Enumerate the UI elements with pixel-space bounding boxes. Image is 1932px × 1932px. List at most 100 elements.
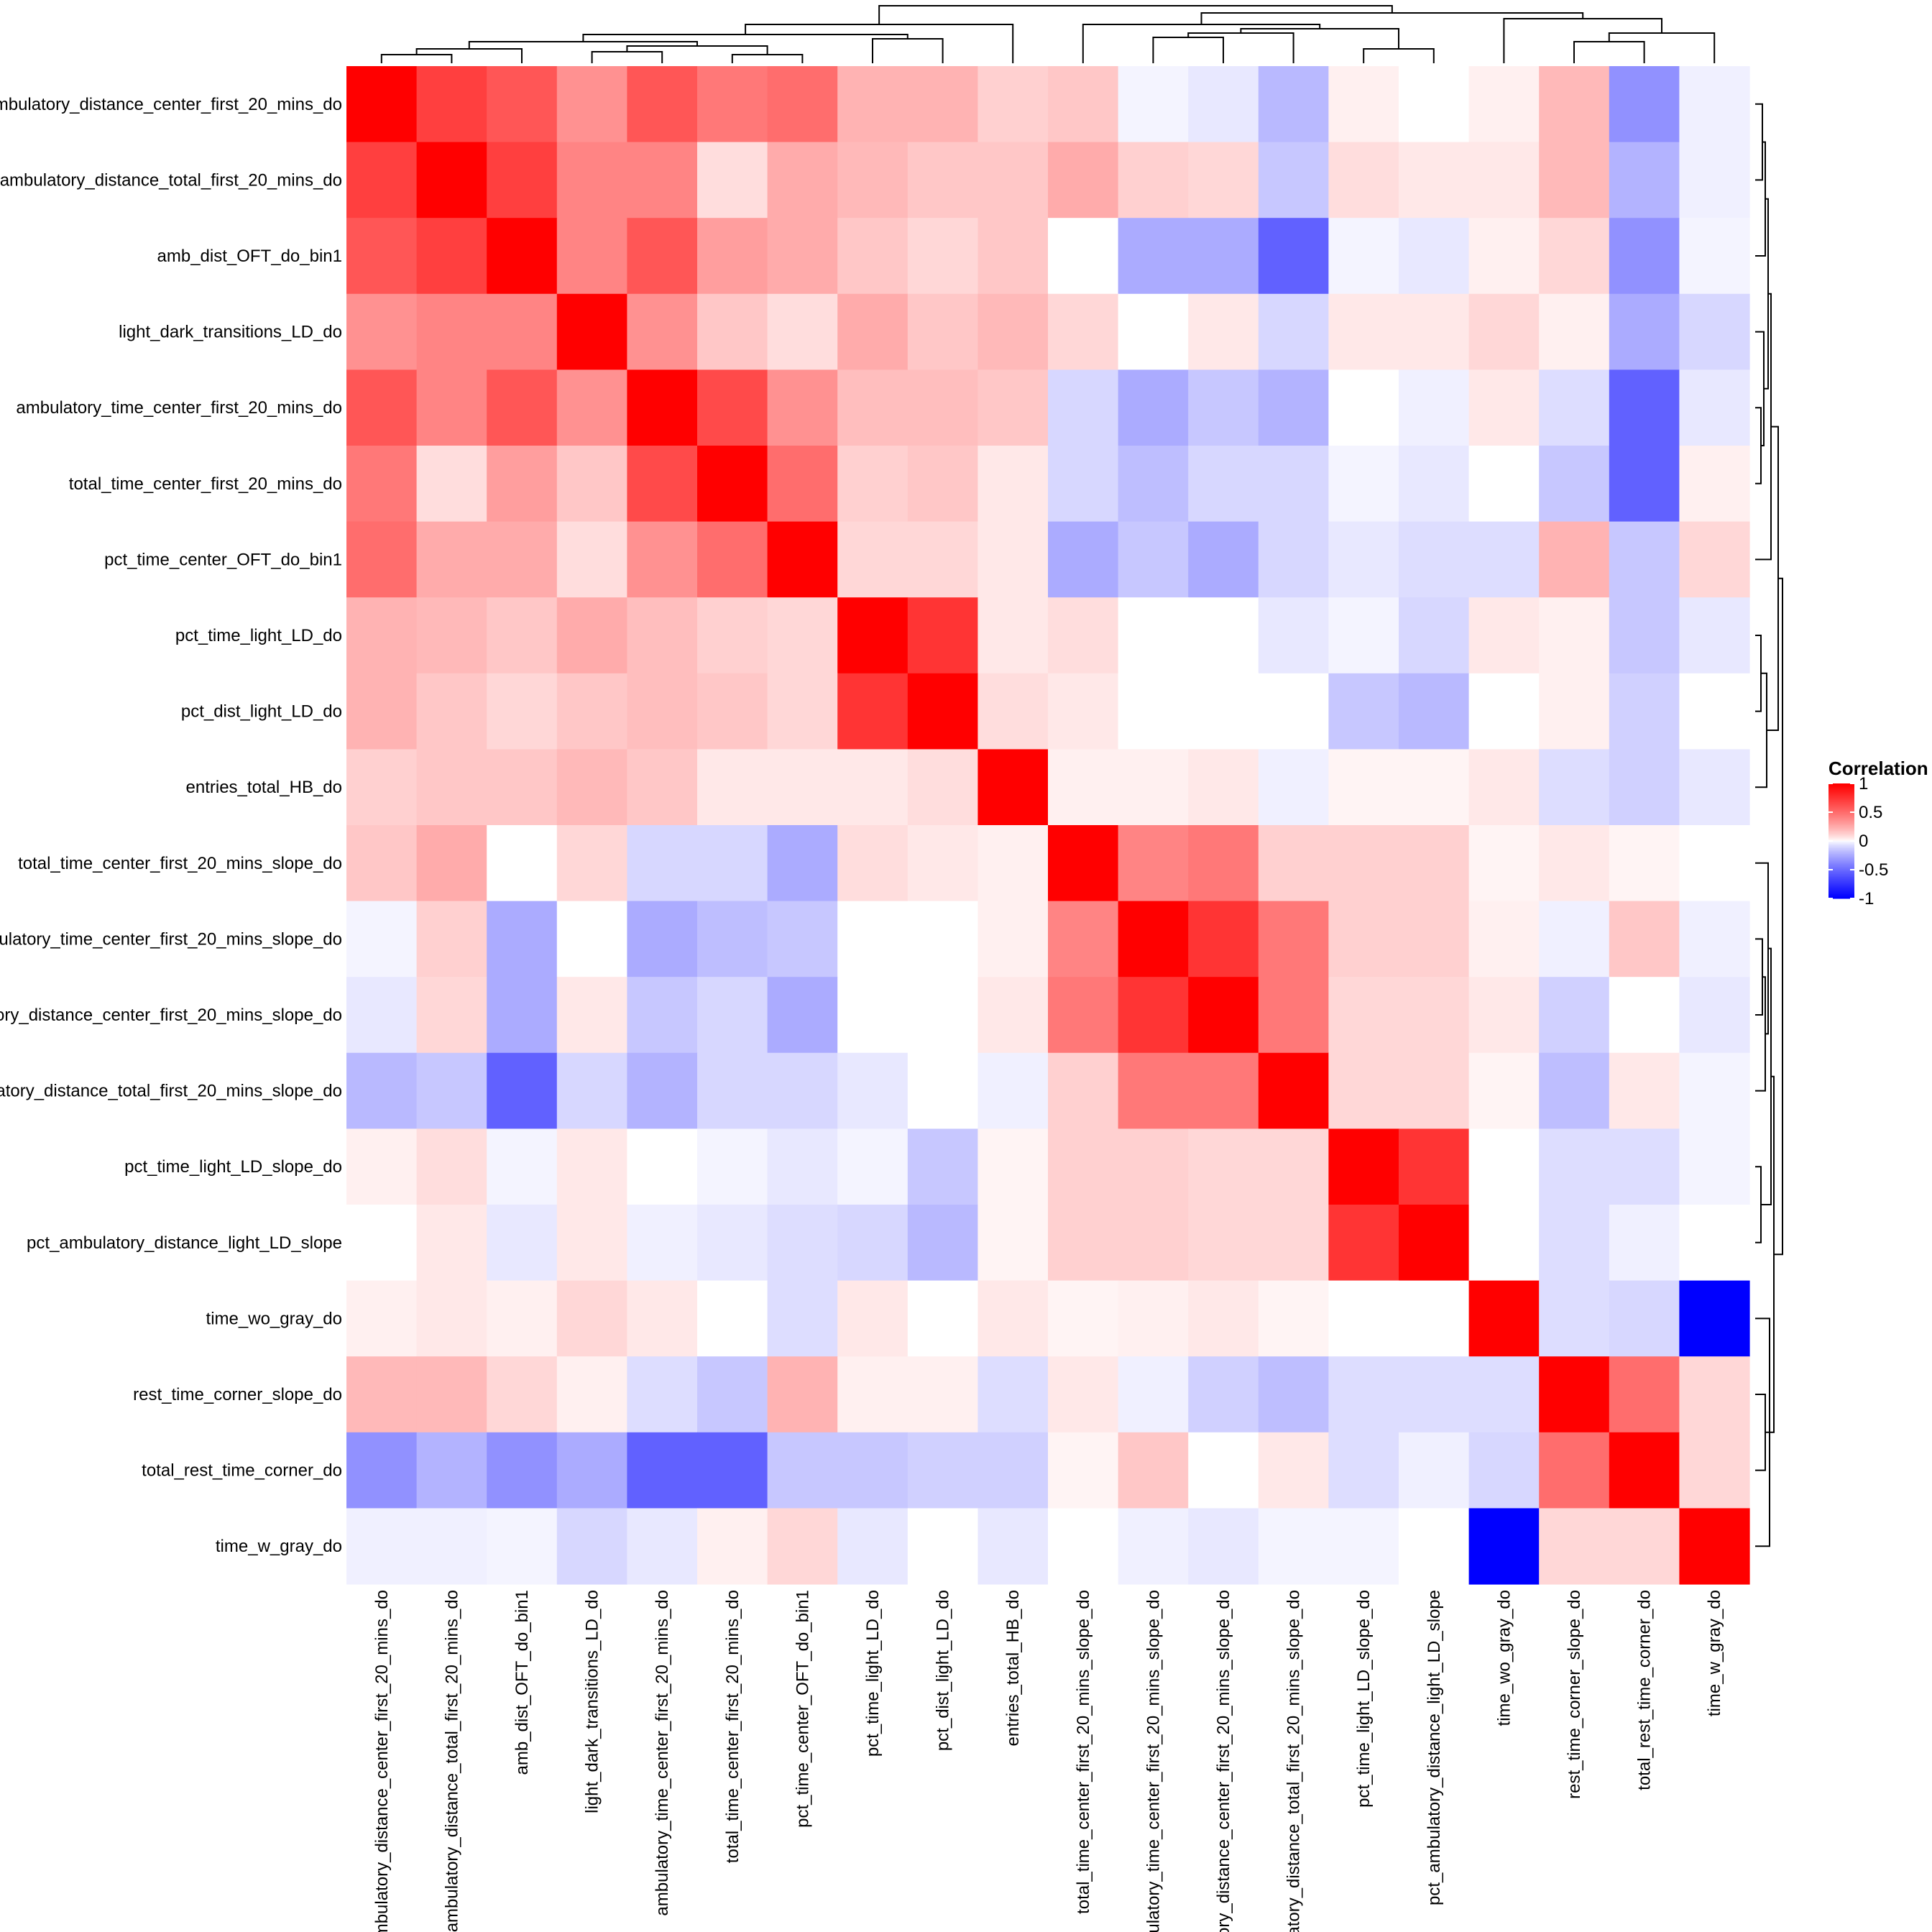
heatmap-cell xyxy=(1539,369,1610,446)
heatmap-cell xyxy=(416,446,487,523)
column-label: time_w_gray_do xyxy=(1705,1590,1724,1716)
heatmap-cell xyxy=(1188,1508,1259,1585)
heatmap-cell xyxy=(416,673,487,750)
heatmap-cell xyxy=(1048,977,1119,1054)
heatmap-cell xyxy=(767,977,838,1054)
row-label: pct_dist_light_LD_do xyxy=(181,702,342,722)
dendrogram-branch xyxy=(1573,41,1645,63)
heatmap-cell xyxy=(978,901,1049,978)
column-label: ambulatory_distance_total_first_20_mins_… xyxy=(1284,1590,1304,1932)
heatmap-cell xyxy=(1468,1052,1540,1129)
heatmap-cell xyxy=(556,1052,627,1129)
legend-gradient-step xyxy=(1828,791,1854,793)
dendrogram-branch xyxy=(1755,1166,1762,1243)
legend-gradient-step xyxy=(1828,788,1854,790)
heatmap-cell xyxy=(627,369,698,446)
heatmap-cell xyxy=(1328,673,1399,750)
heatmap-cell xyxy=(627,1128,698,1205)
heatmap-cell xyxy=(1609,825,1680,902)
heatmap-cell xyxy=(978,369,1049,446)
legend-gradient-step xyxy=(1828,865,1854,868)
heatmap-cell xyxy=(556,977,627,1054)
heatmap-cell xyxy=(1188,673,1259,750)
heatmap-cell xyxy=(1328,218,1399,295)
heatmap-cell xyxy=(1399,901,1470,978)
column-label: pct_ambulatory_distance_light_LD_slope xyxy=(1425,1590,1444,1905)
column-label: pct_dist_light_LD_do xyxy=(934,1590,953,1751)
heatmap-cell xyxy=(907,1052,978,1129)
heatmap-cell xyxy=(1539,825,1610,902)
heatmap-cell xyxy=(1679,1356,1750,1433)
heatmap-cell xyxy=(697,1128,768,1205)
heatmap-cell xyxy=(346,749,418,826)
heatmap-cell xyxy=(416,1432,487,1509)
heatmap-cell xyxy=(556,673,627,750)
heatmap-cell xyxy=(697,673,768,750)
heatmap-cell xyxy=(416,369,487,446)
heatmap-cell xyxy=(1258,1432,1329,1509)
column-label: ambulatory_distance_total_first_20_mins_… xyxy=(442,1590,461,1932)
heatmap-cell xyxy=(837,142,908,218)
heatmap-cell xyxy=(697,446,768,523)
legend-gradient-step xyxy=(1828,819,1854,822)
heatmap-cell xyxy=(627,673,698,750)
heatmap-cell xyxy=(1188,1356,1259,1433)
heatmap-cell xyxy=(487,1508,558,1585)
legend-gradient-step xyxy=(1828,864,1854,866)
heatmap-cell xyxy=(1328,977,1399,1054)
legend-gradient-step xyxy=(1828,878,1854,880)
row-label: time_wo_gray_do xyxy=(206,1309,342,1328)
heatmap-cell xyxy=(1609,1052,1680,1129)
heatmap-cell xyxy=(907,293,978,370)
heatmap-cell xyxy=(1679,446,1750,523)
dendrogram-branch xyxy=(380,54,453,63)
heatmap-cell xyxy=(1609,66,1680,143)
heatmap-cell xyxy=(1118,1356,1189,1433)
heatmap-cell xyxy=(1468,293,1540,370)
heatmap-cell xyxy=(1328,749,1399,826)
column-label: ambulatory_time_center_first_20_mins_do xyxy=(653,1590,672,1916)
heatmap-cell xyxy=(1258,142,1329,218)
dendrogram-branch xyxy=(1755,103,1763,181)
heatmap-cell xyxy=(907,218,978,295)
heatmap-cell xyxy=(837,293,908,370)
legend-gradient-step xyxy=(1828,880,1854,882)
legend-gradient-step xyxy=(1828,884,1854,886)
heatmap-cell xyxy=(487,597,558,674)
legend-gradient-step xyxy=(1828,831,1854,833)
legend-gradient-step xyxy=(1828,867,1854,869)
legend-gradient-step xyxy=(1828,862,1854,865)
heatmap-cell xyxy=(767,901,838,978)
heatmap-cell xyxy=(1048,597,1119,674)
heatmap-cell xyxy=(1118,446,1189,523)
legend-gradient-step xyxy=(1828,829,1854,832)
heatmap-cell xyxy=(346,1205,418,1282)
heatmap-cell xyxy=(1609,446,1680,523)
heatmap-cell xyxy=(1539,446,1610,523)
heatmap-cell xyxy=(1048,1356,1119,1433)
legend-gradient-step xyxy=(1828,847,1854,849)
heatmap-cell xyxy=(1118,218,1189,295)
heatmap-cell xyxy=(767,597,838,674)
dendrogram-branch xyxy=(1755,938,1763,1016)
heatmap-cell xyxy=(907,1508,978,1585)
heatmap-cell xyxy=(978,673,1049,750)
heatmap-cell xyxy=(556,901,627,978)
heatmap-cell xyxy=(1609,1280,1680,1357)
heatmap-cell xyxy=(556,446,627,523)
legend-tick-label: 1 xyxy=(1859,774,1868,794)
heatmap-cell xyxy=(1118,293,1189,370)
legend-gradient-step xyxy=(1828,815,1854,817)
heatmap-cell xyxy=(1118,1280,1189,1357)
heatmap-cell xyxy=(1539,1205,1610,1282)
legend-gradient-step xyxy=(1828,861,1854,863)
heatmap-cell xyxy=(346,521,418,598)
heatmap-cell xyxy=(556,1432,627,1509)
legend-gradient-step xyxy=(1828,809,1854,811)
legend-gradient-step xyxy=(1828,841,1854,843)
heatmap-cell xyxy=(1118,825,1189,902)
heatmap-cell xyxy=(556,293,627,370)
heatmap-cell xyxy=(1188,293,1259,370)
heatmap-cell xyxy=(1328,1508,1399,1585)
heatmap-cell xyxy=(767,218,838,295)
